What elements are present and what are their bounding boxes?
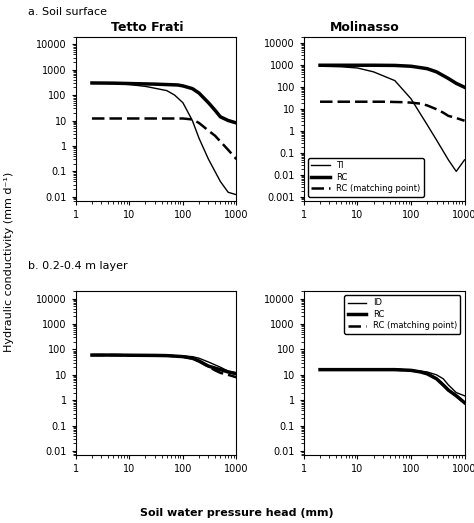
Text: Tetto Frati: Tetto Frati [111,21,183,34]
Text: b. 0.2-0.4 m layer: b. 0.2-0.4 m layer [27,262,128,271]
Text: a. Soil surface: a. Soil surface [27,7,107,17]
Text: Molinasso: Molinasso [330,21,400,34]
Text: Soil water pressure head (mm): Soil water pressure head (mm) [140,508,334,518]
Legend: TI, RC, RC (matching point): TI, RC, RC (matching point) [308,158,424,197]
Legend: ID, RC, RC (matching point): ID, RC, RC (matching point) [345,295,460,334]
Text: Hydraulic conductivity (mm d⁻¹): Hydraulic conductivity (mm d⁻¹) [4,172,15,351]
